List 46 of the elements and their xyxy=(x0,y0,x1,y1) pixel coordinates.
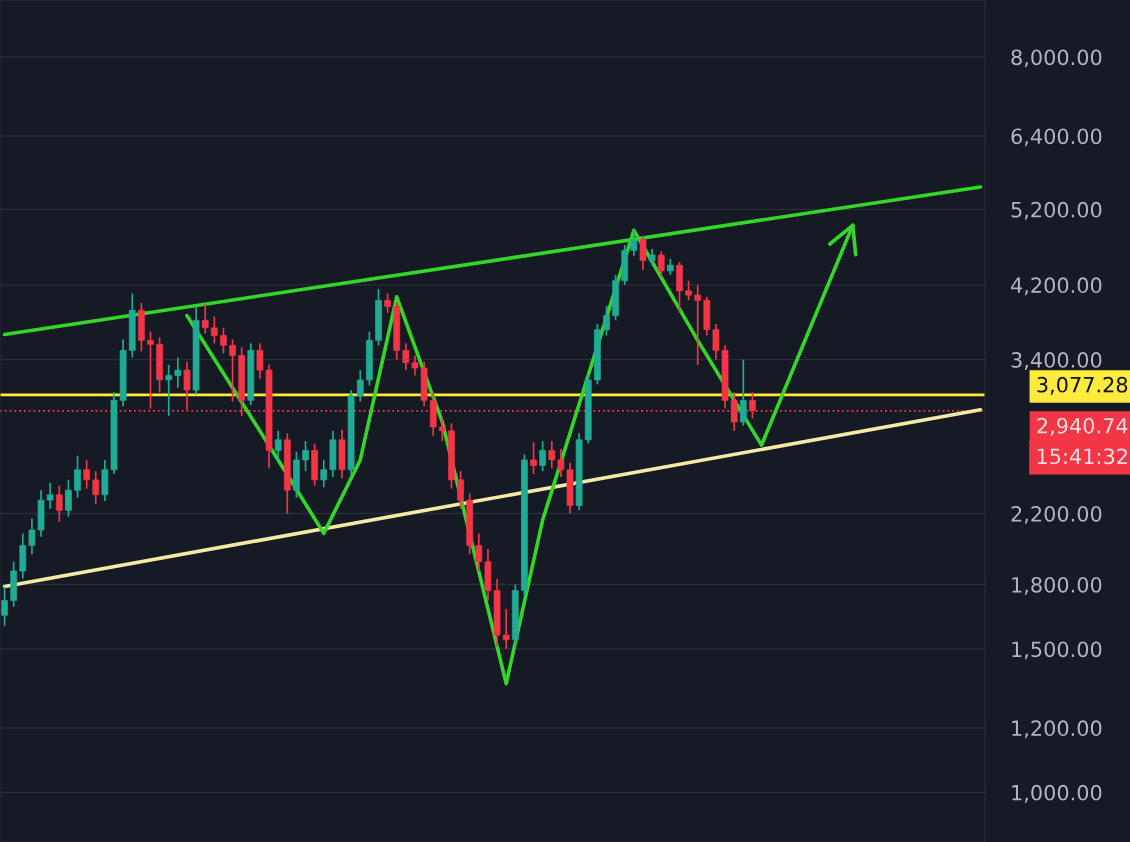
candlestick xyxy=(165,364,173,417)
y-tick-label: 2,200.00 xyxy=(1011,505,1102,524)
candlestick xyxy=(603,304,610,337)
candlestick xyxy=(539,440,547,473)
candlestick xyxy=(274,429,282,461)
ref-line-label: 2,940.74 xyxy=(1037,417,1128,436)
candlestick xyxy=(65,478,72,518)
y-tick-label: 8,000.00 xyxy=(1011,49,1102,68)
candlestick xyxy=(694,284,702,366)
candlestick xyxy=(475,532,483,572)
candlestick xyxy=(210,315,218,345)
candlestick xyxy=(229,338,236,403)
candlestick xyxy=(220,326,227,355)
candlestick xyxy=(46,481,54,510)
y-tick-label: 1,800.00 xyxy=(1012,576,1102,595)
candlestick xyxy=(639,235,647,271)
candlestick xyxy=(92,470,100,505)
candlestick xyxy=(55,484,63,523)
candlestick xyxy=(356,369,364,403)
candlestick xyxy=(502,608,510,650)
candlestick xyxy=(685,279,692,302)
text: 15:41:32 xyxy=(1037,448,1127,465)
candlestick xyxy=(530,441,537,475)
candlestick xyxy=(548,440,556,470)
candlestick xyxy=(457,470,464,510)
candlestick xyxy=(147,330,154,410)
candlestick xyxy=(201,303,209,335)
y-tick-label: 5,200.00 xyxy=(1011,201,1102,220)
y-tick-label: 1,000.00 xyxy=(1012,784,1102,803)
candlestick xyxy=(1,585,8,627)
y-tick-label: 1,500.00 xyxy=(1012,641,1102,660)
candlestick xyxy=(83,459,90,490)
y-tick-label: 3,400.00 xyxy=(1011,352,1102,370)
candlestick xyxy=(174,356,182,389)
ref-line-label: 3,077.28 xyxy=(1037,376,1128,395)
y-tick-label: 6,400.00 xyxy=(1011,128,1102,147)
candlestick xyxy=(302,440,309,473)
candlestick xyxy=(630,229,638,257)
y-tick-label: 1,200.00 xyxy=(1012,720,1102,739)
candlestick xyxy=(74,454,81,499)
candlestick xyxy=(384,292,391,314)
candlestick xyxy=(438,417,446,442)
y-tick-label: 4,200.00 xyxy=(1011,277,1102,296)
candlestick xyxy=(657,250,665,278)
candlestick xyxy=(320,459,328,489)
candlestick xyxy=(739,358,747,427)
